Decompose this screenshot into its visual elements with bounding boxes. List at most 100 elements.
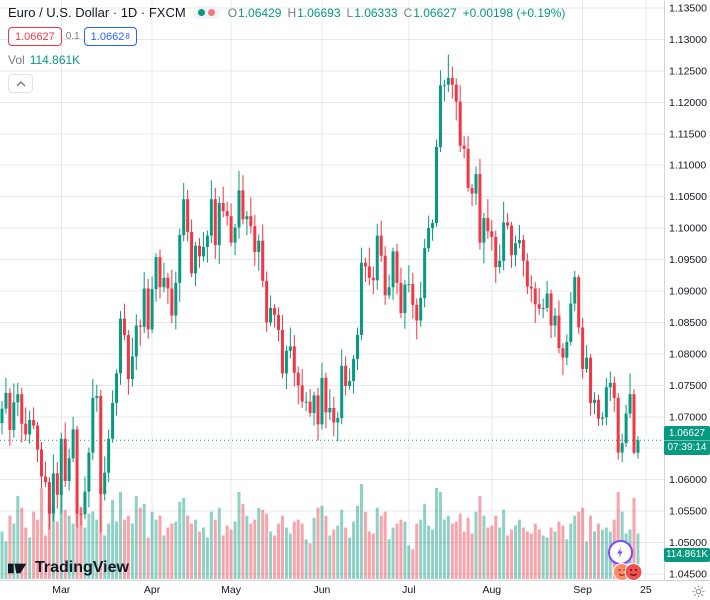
- candle-body: [0, 408, 4, 424]
- volume-bar: [462, 531, 466, 579]
- volume-bar: [205, 537, 209, 579]
- buy-button[interactable]: 1.0662 8: [83, 27, 137, 46]
- volume-bar: [51, 499, 55, 579]
- volume-bar: [304, 539, 308, 579]
- volume-bar: [340, 509, 344, 579]
- price-axis-label: 1.08500: [669, 317, 707, 329]
- volume-bar: [336, 525, 340, 579]
- candle-body: [379, 235, 383, 256]
- close-value: 1.06627: [413, 5, 457, 20]
- price-axis-label: 1.09500: [669, 254, 707, 266]
- candle-body: [446, 77, 450, 85]
- volume-bar: [438, 491, 442, 579]
- volume-bar: [332, 529, 336, 579]
- candle-body: [600, 417, 604, 419]
- candle-body: [20, 394, 24, 424]
- ohlc-values: O1.06429 H1.06693 L1.06333 C1.06627 +0.0…: [228, 6, 566, 20]
- volume-bar: [257, 507, 261, 579]
- volume-bar: [83, 527, 87, 579]
- volume-bar: [356, 505, 359, 579]
- candle-body: [12, 402, 16, 430]
- volume-bar: [371, 533, 375, 579]
- price-axis[interactable]: [664, 0, 710, 580]
- candle-body: [561, 348, 565, 358]
- time-axis-label: Sep: [573, 584, 592, 596]
- candle-body: [186, 199, 190, 232]
- axis-settings-button[interactable]: [692, 585, 705, 600]
- candle-body: [506, 222, 510, 226]
- volume-bar: [604, 527, 608, 579]
- last-price-label: 1.06627 07:39:14: [664, 426, 710, 456]
- collapse-legend-button[interactable]: [8, 74, 33, 93]
- candle-body: [63, 438, 67, 481]
- volume-bar: [348, 537, 352, 579]
- volume-label: Vol: [8, 53, 25, 67]
- candle-body: [462, 145, 466, 149]
- legend-row-symbol: Euro / U.S. Dollar · 1D · FXCM O1.06429 …: [8, 5, 565, 20]
- volume-bar: [43, 535, 47, 579]
- volume-bar: [24, 527, 28, 579]
- volume-bar: [379, 515, 383, 579]
- volume-bar: [510, 529, 514, 579]
- volume-bar: [292, 521, 296, 579]
- volume-bar: [75, 484, 79, 579]
- candle-body: [130, 356, 134, 380]
- time-axis[interactable]: [0, 580, 710, 600]
- volume-bar: [63, 509, 67, 579]
- candle-body: [205, 235, 209, 247]
- volume-bar: [435, 487, 438, 579]
- sell-button[interactable]: 1.06627: [8, 27, 62, 46]
- candle-body: [336, 418, 340, 423]
- volume-bar: [387, 539, 391, 579]
- candle-body: [67, 458, 71, 481]
- price-axis-label: 1.12500: [669, 65, 707, 77]
- candle-body: [340, 365, 344, 419]
- volume-bar: [237, 491, 241, 579]
- volume-bar: [589, 515, 593, 579]
- reactions-button[interactable]: [612, 562, 644, 582]
- volume-bar: [284, 527, 288, 579]
- tradingview-logo[interactable]: TradingView: [8, 559, 129, 577]
- candle-body: [324, 377, 328, 413]
- price-axis-label: 1.08000: [669, 348, 707, 360]
- volume-bar: [596, 523, 600, 579]
- volume-bar: [573, 515, 577, 579]
- volume-bar: [399, 519, 403, 579]
- volume-bar: [344, 527, 348, 579]
- price-axis-label: 1.11000: [669, 160, 706, 172]
- volume-bar: [280, 515, 284, 579]
- volume-bar: [442, 519, 446, 579]
- volume-bar: [190, 523, 194, 579]
- candle-body: [71, 429, 75, 459]
- symbol-title[interactable]: Euro / U.S. Dollar · 1D · FXCM: [8, 5, 186, 20]
- candle-body: [363, 262, 367, 267]
- volume-bar: [600, 529, 604, 579]
- candle-body: [280, 329, 284, 374]
- candle-body: [249, 216, 253, 227]
- candle-body: [4, 392, 8, 409]
- volume-bar: [166, 527, 170, 579]
- price-axis-label: 1.07500: [669, 380, 707, 392]
- volume-bar: [478, 495, 482, 579]
- volume-bar: [134, 495, 138, 579]
- volume-bar: [20, 507, 24, 579]
- high-value: 1.06693: [297, 5, 341, 20]
- volume-bar: [533, 523, 537, 579]
- change-value: +0.00198 (+0.19%): [462, 5, 566, 20]
- candle-body: [217, 202, 221, 246]
- candle-body: [371, 277, 375, 281]
- candle-body: [312, 395, 316, 414]
- volume-bar: [616, 491, 620, 579]
- candle-body: [438, 85, 442, 147]
- candle-body: [352, 358, 356, 381]
- source-dots[interactable]: [192, 6, 220, 19]
- candle-body: [257, 240, 261, 253]
- volume-bar: [47, 503, 51, 579]
- candle-body: [51, 473, 55, 514]
- volume-bar: [577, 511, 581, 579]
- volume-bar: [363, 511, 367, 579]
- volume-bar: [312, 517, 316, 579]
- candle-body: [273, 307, 277, 315]
- spark-button[interactable]: [608, 540, 633, 565]
